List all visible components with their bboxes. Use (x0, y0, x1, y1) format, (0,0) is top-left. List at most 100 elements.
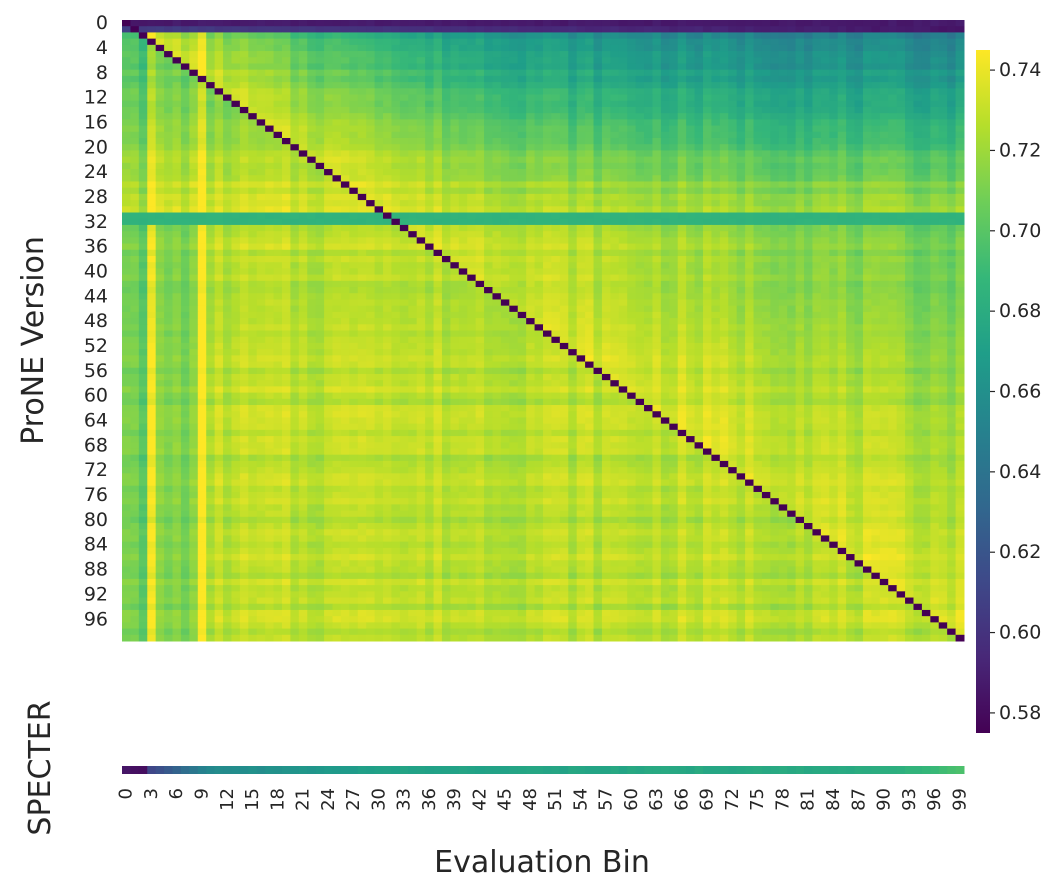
heatmap-cell (248, 44, 258, 52)
heatmap-cell (450, 193, 460, 201)
heatmap-cell (543, 75, 552, 83)
heatmap-cell (231, 181, 241, 189)
heatmap-cell (761, 144, 771, 151)
heatmap-cell (930, 82, 940, 89)
heatmap-cell (702, 75, 712, 83)
heatmap-cell (787, 106, 797, 114)
heatmap-cell (913, 44, 923, 52)
heatmap-cell (180, 212, 190, 220)
heatmap-cell (745, 144, 754, 151)
heatmap-cell (122, 150, 131, 158)
heatmap-cell (265, 38, 275, 46)
heatmap-cell (383, 20, 392, 27)
heatmap-cell (795, 169, 805, 176)
heatmap-cell (896, 20, 906, 27)
heatmap-cell (778, 206, 788, 214)
heatmap-cell (913, 131, 923, 139)
heatmap-cell (559, 44, 569, 52)
heatmap-cell (484, 88, 493, 96)
heatmap-cell (265, 88, 275, 96)
heatmap-cell (736, 249, 746, 257)
heatmap-cell (433, 299, 443, 307)
heatmap-cell (728, 20, 738, 27)
heatmap-cell (441, 57, 451, 64)
heatmap-cell (509, 144, 519, 151)
heatmap-cell (601, 305, 611, 313)
heatmap-cell (862, 63, 872, 71)
heatmap-cell (324, 94, 333, 102)
heatmap-cell (315, 156, 325, 164)
heatmap-cell (248, 131, 258, 139)
heatmap-cell (618, 181, 628, 189)
heatmap-cell (122, 63, 131, 71)
heatmap-cell (543, 69, 552, 77)
heatmap-cell (492, 169, 502, 176)
heatmap-cell (585, 187, 595, 195)
heatmap-cell (753, 125, 763, 133)
heatmap-cell (913, 243, 923, 251)
heatmap-cell (921, 293, 931, 300)
heatmap-cell (879, 57, 889, 64)
heatmap-cell (820, 218, 830, 226)
heatmap-cell (862, 262, 872, 269)
heatmap-cell (340, 218, 350, 226)
heatmap-cell (332, 243, 342, 251)
heatmap-cell (913, 237, 923, 245)
heatmap-cell (618, 156, 628, 164)
heatmap-cell (256, 82, 266, 89)
heatmap-cell (677, 137, 687, 145)
heatmap-cell (197, 231, 207, 238)
heatmap-cell (298, 224, 308, 232)
heatmap-cell (231, 100, 241, 108)
heatmap-cell (231, 249, 241, 257)
heatmap-cell (441, 218, 451, 226)
heatmap-cell (618, 125, 628, 133)
heatmap-cell (408, 137, 418, 145)
heatmap-cell (921, 38, 931, 46)
heatmap-cell (265, 318, 275, 325)
heatmap-cell (273, 63, 283, 71)
heatmap-cell (206, 268, 216, 276)
heatmap-cell (837, 150, 847, 158)
heatmap-cell (812, 20, 822, 27)
heatmap-cell (753, 156, 763, 164)
heatmap-cell (231, 51, 241, 58)
heatmap-cell (543, 305, 552, 313)
heatmap-cell (795, 106, 805, 114)
heatmap-cell (433, 69, 443, 77)
heatmap-cell (509, 44, 519, 52)
heatmap-cell (500, 274, 510, 282)
heatmap-cell (509, 106, 519, 114)
heatmap-cell (256, 162, 266, 170)
heatmap-cell (778, 100, 788, 108)
heatmap-cell (467, 212, 477, 220)
heatmap-cell (829, 175, 839, 182)
heatmap-cell (416, 200, 426, 207)
heatmap-cell (719, 69, 729, 77)
heatmap-cell (711, 150, 721, 158)
heatmap-cell (770, 38, 780, 46)
heatmap-cell (273, 318, 283, 325)
heatmap-cell (509, 69, 519, 77)
heatmap-cell (366, 125, 376, 133)
heatmap-cell (189, 268, 199, 276)
heatmap-cell (896, 94, 906, 102)
heatmap-cell (576, 293, 586, 300)
heatmap-cell (231, 187, 241, 195)
heatmap-cell (618, 231, 628, 238)
heatmap-cell (214, 324, 224, 331)
heatmap-cell (340, 20, 350, 27)
heatmap-cell (728, 287, 738, 294)
heatmap-cell (888, 243, 898, 251)
heatmap-cell (652, 255, 662, 263)
heatmap-cell (930, 237, 940, 245)
heatmap-cell (526, 106, 536, 114)
heatmap-cell (601, 162, 611, 170)
heatmap-cell (315, 212, 325, 220)
heatmap-cell (155, 311, 165, 319)
heatmap-cell (618, 32, 628, 40)
heatmap-cell (492, 94, 502, 102)
heatmap-cell (138, 181, 148, 189)
heatmap-cell (509, 156, 519, 164)
heatmap-cell (593, 20, 603, 27)
